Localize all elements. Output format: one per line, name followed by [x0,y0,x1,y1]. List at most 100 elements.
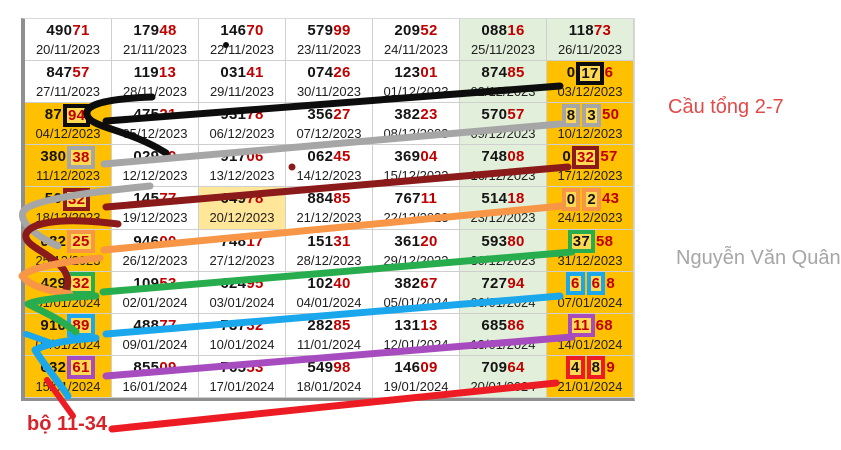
result-cell-r5c7[interactable]: 0 2 43 24/12/2023 [547,187,634,230]
prize-number: 145 77 [133,190,177,208]
prize-number: 209 52 [394,22,438,40]
draw-date: 13/01/2024 [470,336,536,352]
result-cell-r7c2[interactable]: 109 53 02/01/2024 [112,271,199,314]
result-cell-r9c3[interactable]: 765 53 17/01/2024 [199,355,286,398]
result-cell-r6c7[interactable]: 37 58 31/12/2023 [547,229,634,272]
prize-number: 475 21 [133,106,177,124]
result-cell-r9c6[interactable]: 709 64 20/01/2024 [460,355,547,398]
result-cell-r2c6[interactable]: 874 85 02/12/2023 [460,61,547,104]
result-cell-r7c5[interactable]: 382 67 05/01/2024 [373,271,460,314]
result-cell-r8c5[interactable]: 131 13 12/01/2024 [373,313,460,356]
draw-date: 26/11/2023 [557,42,623,58]
draw-date: 03/01/2024 [209,294,275,310]
result-cell-r9c4[interactable]: 549 98 18/01/2024 [286,355,373,398]
result-cell-r9c2[interactable]: 855 09 16/01/2024 [112,355,199,398]
result-cell-r7c6[interactable]: 727 94 06/01/2024 [460,271,547,314]
result-cell-r8c6[interactable]: 685 86 13/01/2024 [460,313,547,356]
draw-date: 04/01/2024 [296,294,362,310]
result-cell-r5c1[interactable]: 56 32 18/12/2023 [25,187,112,230]
prize-number: 632 61 [40,356,95,380]
result-cell-r2c1[interactable]: 847 57 27/11/2023 [25,61,112,104]
result-cell-r2c3[interactable]: 031 41 29/11/2023 [199,61,286,104]
draw-date: 18/01/2024 [296,378,362,394]
result-cell-r4c2[interactable]: 029 70 12/12/2023 [112,145,199,188]
highlight-box-gray: 8 [561,103,581,127]
draw-date: 02/12/2023 [470,84,536,100]
result-cell-r1c1[interactable]: 490 71 20/11/2023 [25,19,112,62]
result-cell-r5c6[interactable]: 514 18 23/12/2023 [460,187,547,230]
result-cell-r6c2[interactable]: 946 00 26/12/2023 [112,229,199,272]
draw-date: 10/01/2024 [209,336,275,352]
result-cell-r8c4[interactable]: 282 85 11/01/2024 [286,313,373,356]
result-cell-r9c5[interactable]: 146 09 19/01/2024 [373,355,460,398]
result-cell-r5c3[interactable]: 649 78 20/12/2023 [199,187,286,230]
draw-date: 14/01/2024 [557,336,623,352]
result-cell-r4c4[interactable]: 062 45 14/12/2023 [286,145,373,188]
result-cell-r4c6[interactable]: 748 08 16/12/2023 [460,145,547,188]
result-cell-r8c7[interactable]: 11 68 14/01/2024 [547,313,634,356]
result-cell-r4c3[interactable]: 917 06 13/12/2023 [199,145,286,188]
result-cell-r1c6[interactable]: 088 16 25/11/2023 [460,19,547,62]
draw-date: 17/12/2023 [557,168,623,184]
result-cell-r3c7[interactable]: 8 3 50 10/12/2023 [547,103,634,146]
result-cell-r8c1[interactable]: 910 89 08/01/2024 [25,313,112,356]
result-cell-r1c4[interactable]: 579 99 23/11/2023 [286,19,373,62]
result-cell-r9c7[interactable]: 4 8 9 21/01/2024 [547,355,634,398]
result-cell-r6c3[interactable]: 748 17 27/12/2023 [199,229,286,272]
result-cell-r6c5[interactable]: 361 20 29/12/2023 [373,229,460,272]
result-cell-r1c7[interactable]: 118 73 26/11/2023 [547,19,634,62]
result-cell-r7c4[interactable]: 102 40 04/01/2024 [286,271,373,314]
result-cell-r5c2[interactable]: 145 77 19/12/2023 [112,187,199,230]
prize-number: 429 32 [40,272,95,296]
result-cell-r3c3[interactable]: 931 78 06/12/2023 [199,103,286,146]
result-cell-r8c3[interactable]: 737 32 10/01/2024 [199,313,286,356]
result-cell-r4c1[interactable]: 380 38 11/12/2023 [25,145,112,188]
prize-number: 931 78 [220,106,264,124]
prize-number: 748 08 [481,148,525,166]
result-cell-r1c3[interactable]: 146 70 22/11/2023 [199,19,286,62]
result-cell-r2c4[interactable]: 074 26 30/11/2023 [286,61,373,104]
result-cell-r2c2[interactable]: 119 13 28/11/2023 [112,61,199,104]
result-cell-r6c4[interactable]: 151 31 28/12/2023 [286,229,373,272]
prize-number: 570 57 [481,106,525,124]
result-cell-r4c7[interactable]: 0 32 57 17/12/2023 [547,145,634,188]
result-cell-r3c5[interactable]: 382 23 08/12/2023 [373,103,460,146]
draw-date: 02/01/2024 [122,294,188,310]
result-cell-r9c1[interactable]: 632 61 15/01/2024 [25,355,112,398]
draw-date: 17/01/2024 [209,378,275,394]
prize-number: 56 32 [45,187,92,211]
prize-number: 356 27 [307,106,351,124]
prize-number: 109 53 [133,274,177,292]
result-cell-r3c2[interactable]: 475 21 05/12/2023 [112,103,199,146]
highlight-box-black: 94 [63,103,91,127]
result-cell-r1c5[interactable]: 209 52 24/11/2023 [373,19,460,62]
result-cell-r7c1[interactable]: 429 32 01/01/2024 [25,271,112,314]
prize-number: 131 13 [394,316,438,334]
prize-number: 0 32 57 [562,145,617,169]
result-cell-r1c2[interactable]: 179 48 21/11/2023 [112,19,199,62]
result-cell-r6c1[interactable]: 082 25 25/12/2023 [25,229,112,272]
prize-number: 514 18 [481,190,525,208]
draw-date: 09/01/2024 [122,336,188,352]
draw-date: 11/01/2024 [296,336,362,352]
draw-date: 01/12/2023 [383,84,449,100]
draw-date: 05/01/2024 [383,294,449,310]
result-cell-r3c1[interactable]: 87 94 04/12/2023 [25,103,112,146]
result-cell-r7c3[interactable]: 624 95 03/01/2024 [199,271,286,314]
result-cell-r3c6[interactable]: 570 57 09/12/2023 [460,103,547,146]
result-cell-r2c5[interactable]: 123 01 01/12/2023 [373,61,460,104]
result-cell-r8c2[interactable]: 488 77 09/01/2024 [112,313,199,356]
highlight-box-red: 4 [566,356,585,380]
result-cell-r5c4[interactable]: 884 85 21/12/2023 [286,187,373,230]
result-cell-r4c5[interactable]: 369 04 15/12/2023 [373,145,460,188]
prize-number: 062 45 [307,148,351,166]
highlight-box-orange: 0 [561,187,581,211]
result-cell-r7c7[interactable]: 6 6 8 07/01/2024 [547,271,634,314]
result-cell-r2c7[interactable]: 0 17 6 03/12/2023 [547,61,634,104]
result-cell-r3c4[interactable]: 356 27 07/12/2023 [286,103,373,146]
result-cell-r6c6[interactable]: 593 80 30/12/2023 [460,229,547,272]
draw-date: 12/01/2024 [383,336,449,352]
prize-number: 593 80 [481,232,525,250]
draw-date: 25/12/2023 [35,252,101,268]
result-cell-r5c5[interactable]: 767 11 22/12/2023 [373,187,460,230]
